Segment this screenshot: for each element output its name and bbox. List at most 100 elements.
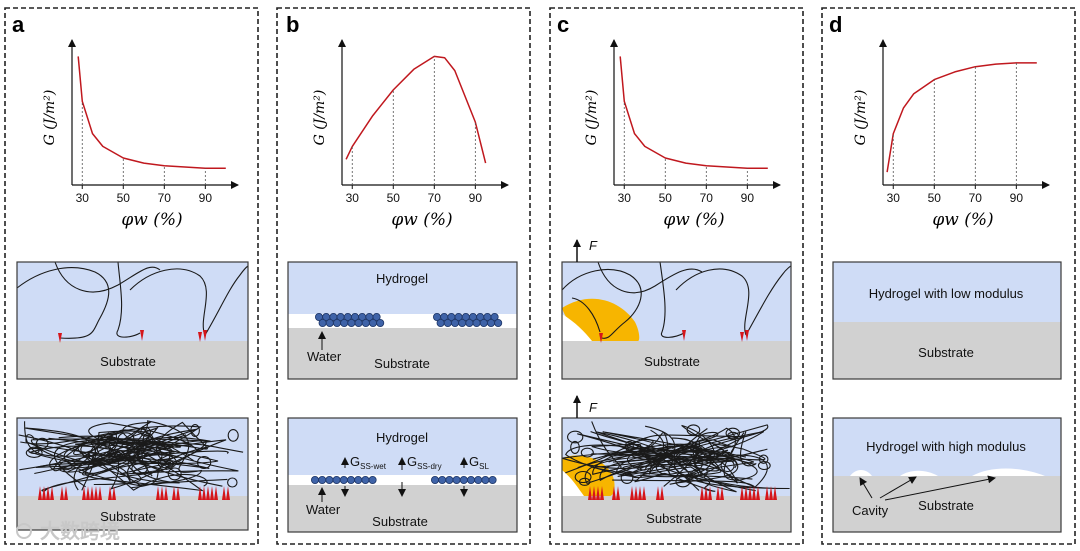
adhesion-bond <box>748 486 752 500</box>
panel-c-bottom-box <box>561 417 792 533</box>
panel-c-frame <box>549 7 804 545</box>
polymer-chain <box>16 267 110 339</box>
water-molecule <box>481 475 490 484</box>
water-molecule <box>430 475 439 484</box>
water-molecule <box>490 312 499 321</box>
polymer-chain <box>561 269 642 339</box>
series-line <box>345 55 487 164</box>
adhesion-bond <box>612 486 616 500</box>
adhesion-bonds <box>38 486 230 500</box>
crack-opening <box>562 470 584 496</box>
x-axis-label: φw (%) <box>121 210 182 230</box>
g-ss-wet-label: GSS-wet <box>350 454 387 471</box>
adhesion-bond <box>112 486 116 500</box>
x-tick-label: 70 <box>428 191 442 205</box>
polymer-loop <box>117 432 135 445</box>
adhesion-bond <box>160 486 164 500</box>
water-molecule <box>354 318 363 327</box>
adhesion-bonds <box>588 486 777 500</box>
polymer-chain <box>633 425 790 490</box>
adhesion-bond <box>600 486 604 500</box>
hydrogel-label: Hydrogel <box>376 430 428 445</box>
cavity-label: Cavity <box>852 503 889 518</box>
substrate-layer <box>833 476 1061 532</box>
panel-b-bottom-schematic: Hydrogel GSS-wet GSS-dry GSL Water Subst… <box>287 417 518 533</box>
panel-d-bottom-schematic: Hydrogel with high modulus Cavity Substr… <box>832 417 1062 533</box>
water-molecule <box>372 312 381 321</box>
substrate-layer <box>833 322 1061 379</box>
polymer-loop <box>140 427 151 437</box>
water-molecule <box>325 475 334 484</box>
polymer-loop <box>720 459 735 473</box>
adhesion-bond <box>214 486 218 500</box>
series-line <box>619 56 768 170</box>
adhesion-bond <box>592 486 596 500</box>
polymer-chain <box>204 265 249 336</box>
water-molecule <box>339 475 348 484</box>
polymer-loop <box>142 432 154 446</box>
x-tick-label: 30 <box>887 191 901 205</box>
water-molecule <box>318 475 327 484</box>
force-label: F <box>589 238 598 253</box>
panel-d-top-box <box>832 261 1062 380</box>
substrate-label: Substrate <box>646 511 702 526</box>
panel-a-top-schematic: Substrate <box>16 261 249 380</box>
x-axis-label: φw (%) <box>932 210 993 230</box>
adhesion-bond <box>765 486 769 500</box>
x-tick-label: 90 <box>1010 191 1024 205</box>
adhesion-bond <box>756 486 760 500</box>
polymer-chain <box>675 268 750 336</box>
chart-panel-b: 30 50 70 90 G (J/m²) φw (%) <box>312 39 509 230</box>
x-axis-label: φw (%) <box>663 210 724 230</box>
y-axis-label: G (J/m²) <box>312 90 328 146</box>
adhesion-bond <box>172 486 176 500</box>
water-molecule <box>445 475 454 484</box>
x-tick-label: 70 <box>969 191 983 205</box>
adhesion-bond <box>206 486 210 500</box>
cavity-pointer-arrow <box>884 475 996 501</box>
adhesion-bond <box>164 486 168 500</box>
panel-b-letter: b <box>286 12 299 37</box>
panel-b-bottom-box <box>287 417 518 533</box>
adhesion-bond <box>60 486 64 500</box>
water-molecules <box>310 475 497 484</box>
x-tick-label: 50 <box>928 191 942 205</box>
adhesion-bond <box>58 333 62 343</box>
y-axis-label: G (J/m²) <box>42 90 58 146</box>
panel-a-frame <box>4 7 259 545</box>
substrate-label: Substrate <box>644 354 700 369</box>
x-tick-label: 30 <box>618 191 632 205</box>
water-molecule <box>318 318 327 327</box>
adhesion-bond <box>176 486 180 500</box>
polymer-loop <box>574 470 592 484</box>
polymer-chain <box>602 428 758 482</box>
adhesion-bond <box>86 486 90 500</box>
adhesion-bond <box>140 330 144 341</box>
x-tick-label: 90 <box>199 191 213 205</box>
polymer-loop <box>675 476 691 488</box>
watermark: 大数跨境 <box>40 519 120 543</box>
adhesion-bond <box>700 486 704 500</box>
adhesion-bond <box>50 486 54 500</box>
adhesion-bond <box>616 486 620 500</box>
polymer-chain <box>597 261 703 294</box>
x-tick-label: 90 <box>741 191 755 205</box>
g-ss-dry-label: GSS-dry <box>407 454 442 471</box>
adhesion-bond <box>773 486 777 500</box>
water-molecule <box>438 475 447 484</box>
x-tick-label: 70 <box>158 191 172 205</box>
adhesion-bond <box>630 486 634 500</box>
panel-a-bottom-schematic: Substrate <box>16 417 249 531</box>
water-molecule <box>310 475 319 484</box>
water-molecule <box>332 475 341 484</box>
water-molecule <box>486 318 495 327</box>
substrate-label: Substrate <box>372 514 428 529</box>
polymer-chain <box>659 261 685 338</box>
panel-c-top-box <box>561 261 792 380</box>
substrate-layer <box>288 328 517 379</box>
polymer-loop <box>227 429 239 442</box>
panel-c-letter: c <box>557 12 569 37</box>
panel-c-top-schematic: Substrate F <box>561 238 792 380</box>
adhesion-bond <box>98 486 102 500</box>
substrate-label: Substrate <box>374 356 430 371</box>
